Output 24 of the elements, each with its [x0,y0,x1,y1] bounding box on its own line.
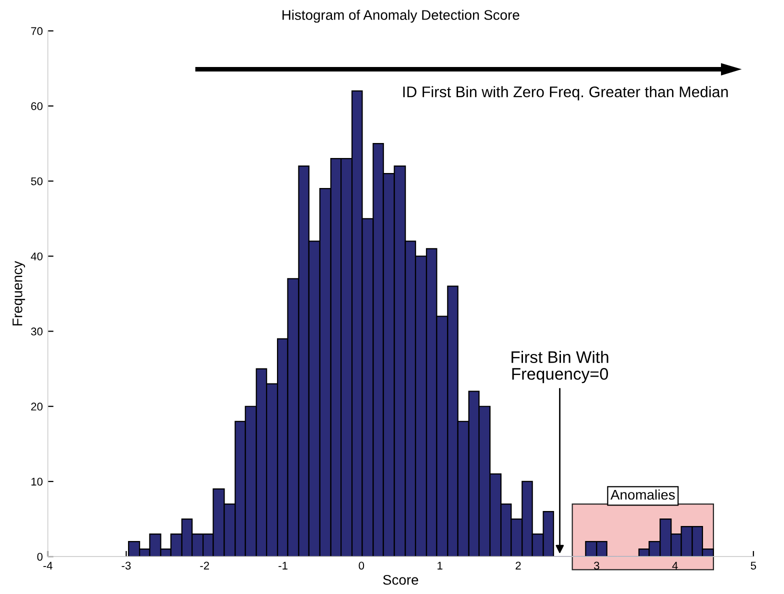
y-tick-label: 70 [31,27,43,36]
y-tick-label: 0 [37,552,43,561]
y-tick-label: 50 [31,177,43,186]
y-tick-label: 10 [31,478,43,486]
y-tick-label: 20 [31,402,43,411]
x-tick-label: -3 [122,562,131,570]
annotation: ID First Bin with Zero Freq. Greater than Median [403,86,728,100]
x-tick-label: -1 [278,562,288,570]
y-tick-label: 60 [31,102,43,110]
band-label: Anomalies [610,489,675,500]
x-tick-label: 1 [438,562,442,570]
y-axis-title: Frequency [12,260,26,326]
x-axis-title: Score [383,574,418,585]
y-tick-label: 40 [30,252,43,260]
x-tick-label: 3 [594,562,600,570]
x-tick-label: 0 [358,562,364,570]
annotation: First Bin With Frequency=0 [512,350,608,384]
x-tick-label: -4 [43,562,52,570]
chart-title: Histogram of Anomaly Detection Score [282,10,520,23]
x-tick-label: 4 [672,562,678,570]
x-tick-label: 2 [516,562,521,570]
x-tick-label: 5 [750,562,756,570]
x-tick-label: -2 [200,562,210,570]
y-tick-label: 30 [31,328,43,336]
